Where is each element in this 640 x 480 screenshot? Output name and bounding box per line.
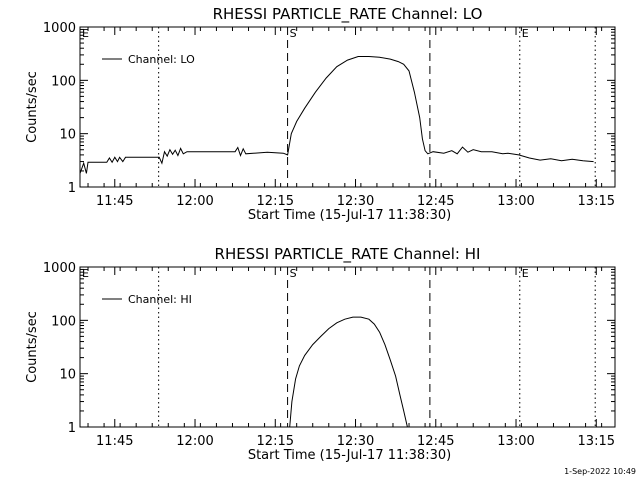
x-tick-label: 12:45 xyxy=(417,434,454,449)
x-tick-label: 12:30 xyxy=(337,434,374,449)
y-axis-label: Counts/sec xyxy=(25,311,40,383)
chart-title: RHESSI PARTICLE_RATE Channel: LO xyxy=(213,5,483,24)
y-tick-label: 10 xyxy=(59,368,76,383)
x-tick-label: 13:00 xyxy=(497,194,534,209)
y-tick-label: 1000 xyxy=(43,21,76,36)
chart-title: RHESSI PARTICLE_RATE Channel: HI xyxy=(215,245,481,264)
x-tick-label: 13:00 xyxy=(497,434,534,449)
y-tick-label: 1000 xyxy=(43,261,76,276)
x-tick-label: 12:30 xyxy=(337,194,374,209)
x-tick-label: 12:00 xyxy=(176,194,213,209)
legend-label: Channel: LO xyxy=(128,53,195,66)
legend-label: Channel: HI xyxy=(128,293,192,306)
plot-frame xyxy=(79,266,616,428)
hi-channel-panel: RHESSI PARTICLE_RATE Channel: HI 1 10 100 10… xyxy=(25,245,616,463)
y-tick-label: 100 xyxy=(51,314,76,329)
y-tick-label: 1 xyxy=(68,181,76,196)
x-tick-label: 13:15 xyxy=(578,434,615,449)
event-marker-label: S xyxy=(290,267,297,280)
x-tick-label: 11:45 xyxy=(96,434,133,449)
event-marker-label: E xyxy=(522,27,529,40)
event-marker-label: E xyxy=(82,267,89,280)
y-tick-label: 10 xyxy=(59,128,76,143)
x-tick-label: 12:15 xyxy=(257,434,294,449)
x-tick-label: 12:15 xyxy=(257,194,294,209)
y-tick-label: 100 xyxy=(51,74,76,89)
plot-frame xyxy=(79,26,616,188)
y-axis-label: Counts/sec xyxy=(25,71,40,143)
x-tick-label: 13:15 xyxy=(578,194,615,209)
x-tick-label: 12:45 xyxy=(417,194,454,209)
x-tick-label: 11:45 xyxy=(96,194,133,209)
event-marker-label: E xyxy=(522,267,529,280)
series-line xyxy=(79,56,594,174)
x-tick-label: 12:00 xyxy=(176,434,213,449)
event-marker-label: E xyxy=(82,27,89,40)
generation-timestamp: 1-Sep-2022 10:49 xyxy=(564,467,636,476)
series-line xyxy=(289,316,408,428)
x-axis-label: Start Time (15-Jul-17 11:38:30) xyxy=(248,208,451,223)
event-marker-label: S xyxy=(290,27,297,40)
lo-channel-panel: RHESSI PARTICLE_RATE Channel: LO 1 10 100 10… xyxy=(25,5,616,223)
x-axis-label: Start Time (15-Jul-17 11:38:30) xyxy=(248,448,451,463)
y-tick-label: 1 xyxy=(68,421,76,436)
